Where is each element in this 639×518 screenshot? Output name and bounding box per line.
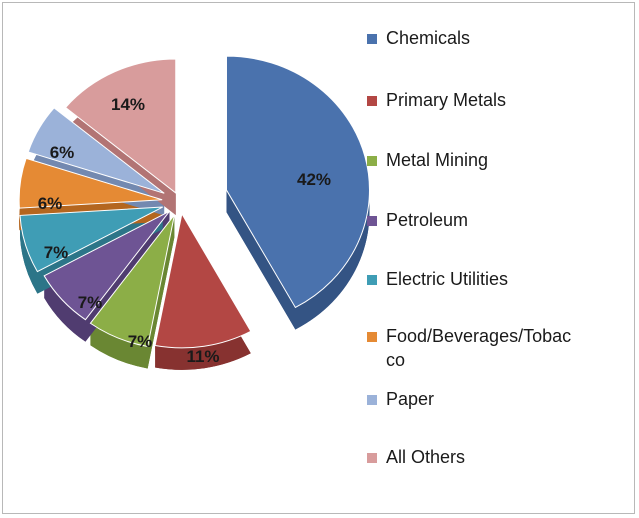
pie-slice-primary-metals[interactable] [154, 212, 252, 349]
legend-swatch [367, 96, 377, 106]
legend-swatch [367, 275, 377, 285]
pie-slice-petroleum[interactable] [43, 210, 170, 321]
legend-swatch [367, 34, 377, 44]
pie-slice-paper[interactable] [27, 107, 165, 194]
data-label: 14% [111, 95, 145, 114]
data-label: 6% [38, 194, 63, 213]
legend-item: Chemicals [367, 26, 629, 50]
legend-swatch [367, 156, 377, 166]
data-label: 7% [78, 293, 103, 312]
legend-label: Chemicals [386, 28, 471, 48]
legend-label: Primary Metals [386, 90, 507, 110]
pie-slice-food-beverages-tobac-co[interactable] [18, 157, 163, 209]
legend-label: All Others [386, 447, 466, 467]
legend-item: All Others [367, 445, 629, 469]
pie-slice-all-others[interactable] [64, 58, 177, 194]
legend-swatch [367, 216, 377, 226]
legend-item: Petroleum [367, 208, 629, 232]
legend-label: Metal Mining [386, 150, 489, 170]
legend-swatch [367, 453, 377, 463]
legend-label: Electric Utilities [386, 269, 509, 289]
data-label: 7% [44, 243, 69, 262]
legend-swatch [367, 332, 377, 342]
legend-item: Paper [367, 387, 629, 411]
data-label: 7% [128, 332, 153, 351]
data-label: 11% [186, 347, 219, 366]
pie-slice-electric-utilities[interactable] [19, 206, 163, 273]
pie-slices [18, 55, 370, 349]
pie-slice-chemicals[interactable] [225, 55, 370, 309]
pie-slice-side [155, 213, 251, 370]
legend-item: Electric Utilities [367, 267, 629, 291]
legend-item: Metal Mining [367, 148, 629, 172]
pie-slice-metal-mining[interactable] [89, 214, 175, 348]
legend-label: Petroleum [386, 210, 469, 230]
legend-swatch [367, 395, 377, 405]
legend-item: Primary Metals [367, 88, 629, 112]
data-label: 6% [50, 143, 75, 162]
pie-slice-side [226, 56, 370, 330]
legend-label: Paper [386, 389, 435, 409]
legend-item: Food/Beverages/Tobac co [367, 324, 629, 372]
data-label: 42% [297, 170, 331, 189]
legend-label: Food/Beverages/Tobac co [386, 326, 572, 370]
